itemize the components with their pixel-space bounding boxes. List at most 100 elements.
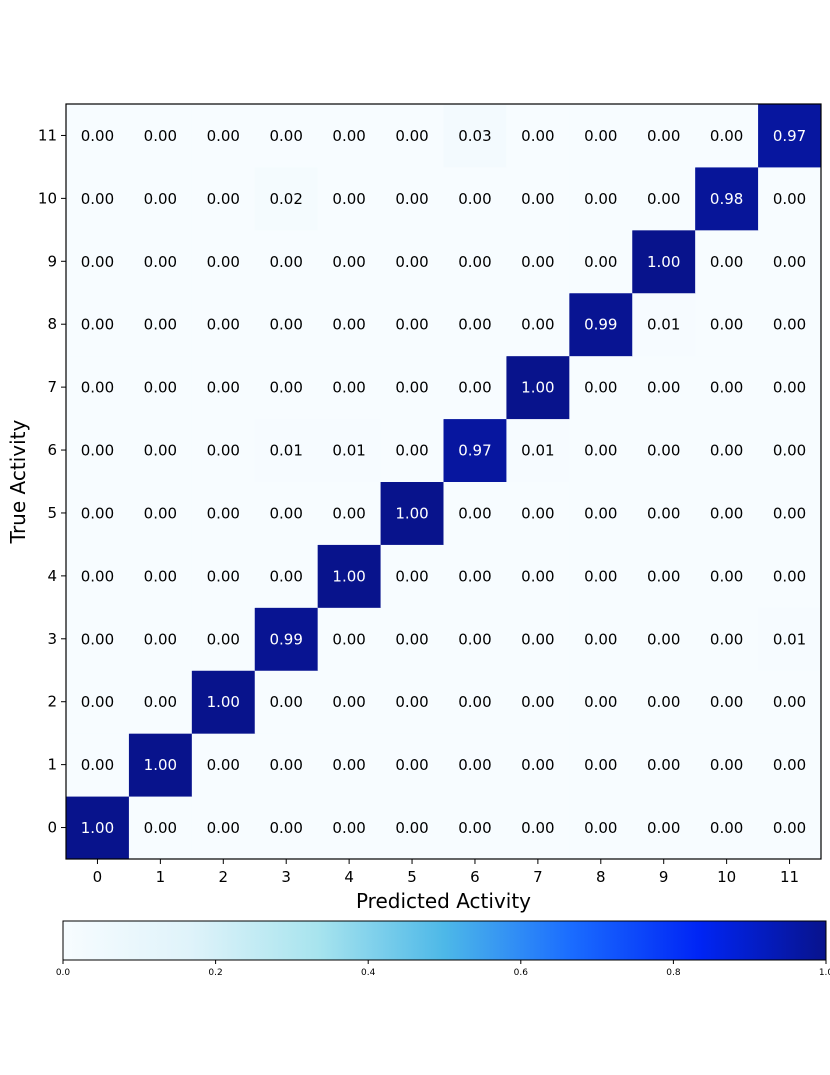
cell-value-label: 0.00 [144,253,177,271]
heatmap-cell [317,481,382,545]
heatmap-cell [66,607,130,671]
heatmap-cell [66,481,130,545]
heatmap-cell [317,355,382,420]
heatmap-cell [66,544,130,608]
heatmap-cell [695,104,759,168]
cell-value-label: 0.00 [81,127,114,145]
cell-value-label: 0.00 [773,316,806,334]
cell-value-label: 0.00 [458,504,491,522]
heatmap-cell [758,418,822,482]
x-tick-label: 1 [156,868,166,886]
cell-value-label: 0.00 [270,567,303,585]
heatmap-cell [191,229,256,294]
y-tick-label: 4 [47,567,57,585]
x-tick-label: 7 [533,868,543,886]
cell-value-label: 0.00 [332,190,365,208]
cell-value-label: 1.00 [395,504,428,522]
heatmap-cell [569,104,633,168]
cell-value-label: 0.00 [207,567,240,585]
heatmap-cell [191,355,256,420]
heatmap-cell [443,607,507,671]
heatmap-cell [128,481,193,545]
heatmap-cell [695,796,759,860]
heatmap-cell [66,229,130,294]
cell-value-label: 0.00 [207,504,240,522]
cell-value-label: 0.00 [458,819,491,837]
cell-value-label: 0.00 [332,504,365,522]
heatmap-cell [317,418,382,482]
cell-value-label: 0.00 [773,504,806,522]
cell-value-label: 0.00 [773,567,806,585]
cell-value-label: 0.00 [584,504,617,522]
cell-value-label: 0.00 [144,567,177,585]
cell-value-label: 0.00 [584,190,617,208]
cell-value-label: 1.00 [521,379,554,397]
cell-value-label: 0.00 [332,693,365,711]
heatmap-cell [758,544,822,608]
heatmap-cell [317,166,382,231]
cell-value-label: 0.00 [521,190,554,208]
heatmap-cell [695,481,759,545]
cell-value-label: 0.00 [395,253,428,271]
heatmap-cell [380,292,444,357]
cell-value-label: 0.98 [710,190,743,208]
cell-value-label: 0.00 [81,190,114,208]
y-tick-label: 2 [47,693,57,711]
cell-value-label: 0.00 [81,693,114,711]
cell-value-label: 0.00 [270,316,303,334]
x-tick-label: 5 [407,868,417,886]
x-tick-label: 3 [281,868,291,886]
colorbar-tick-label: 0.2 [208,968,222,978]
heatmap-cell [317,733,382,797]
heatmap-cell [506,607,570,671]
cell-value-label: 0.00 [647,567,680,585]
heatmap-cell [380,104,444,168]
cell-value-label: 0.00 [270,253,303,271]
cell-value-label: 0.00 [710,567,743,585]
heatmap-cell [191,796,256,860]
cell-value-label: 1.00 [81,819,114,837]
cell-value-label: 0.00 [81,567,114,585]
cell-value-label: 0.00 [207,190,240,208]
heatmap-cell [569,166,633,231]
heatmap-cell [443,733,507,797]
heatmap-cell [66,104,130,168]
cell-value-label: 0.00 [81,630,114,648]
cell-value-label: 0.00 [81,504,114,522]
cell-value-label: 0.00 [332,756,365,774]
cell-value-label: 0.00 [584,567,617,585]
heatmap-cell [380,355,444,420]
heatmap-cell [506,104,570,168]
cell-value-label: 0.00 [710,127,743,145]
cell-value-label: 0.00 [584,379,617,397]
heatmap-cell [254,355,319,420]
cell-value-label: 0.00 [458,567,491,585]
heatmap-cell [443,670,507,734]
cell-value-label: 0.99 [270,630,303,648]
cell-value-label: 0.00 [647,504,680,522]
cell-value-label: 0.00 [710,756,743,774]
cell-value-label: 0.00 [144,693,177,711]
cell-value-label: 0.00 [521,756,554,774]
y-axis-ticks: 0 1 2 3 4 5 6 7 8 9 10 11 [38,126,66,837]
cell-value-label: 0.00 [207,819,240,837]
y-tick-label: 3 [47,630,57,648]
heatmap-cell [632,229,696,294]
heatmap-cell [506,355,570,420]
heatmap-cell [128,292,193,357]
heatmap-cell [443,481,507,545]
heatmap-cell [128,104,193,168]
heatmap-cell [191,607,256,671]
cell-value-label: 0.00 [270,504,303,522]
cell-value-label: 0.00 [584,756,617,774]
heatmap-cell [191,292,256,357]
cell-value-label: 0.00 [647,756,680,774]
y-tick-label: 5 [47,504,57,522]
cell-value-label: 0.00 [458,190,491,208]
heatmap-cell [254,166,319,231]
x-tick-label: 10 [717,868,736,886]
cell-value-label: 0.00 [647,190,680,208]
cell-value-label: 0.00 [395,630,428,648]
cell-value-label: 0.00 [332,127,365,145]
cell-value-label: 0.00 [710,693,743,711]
